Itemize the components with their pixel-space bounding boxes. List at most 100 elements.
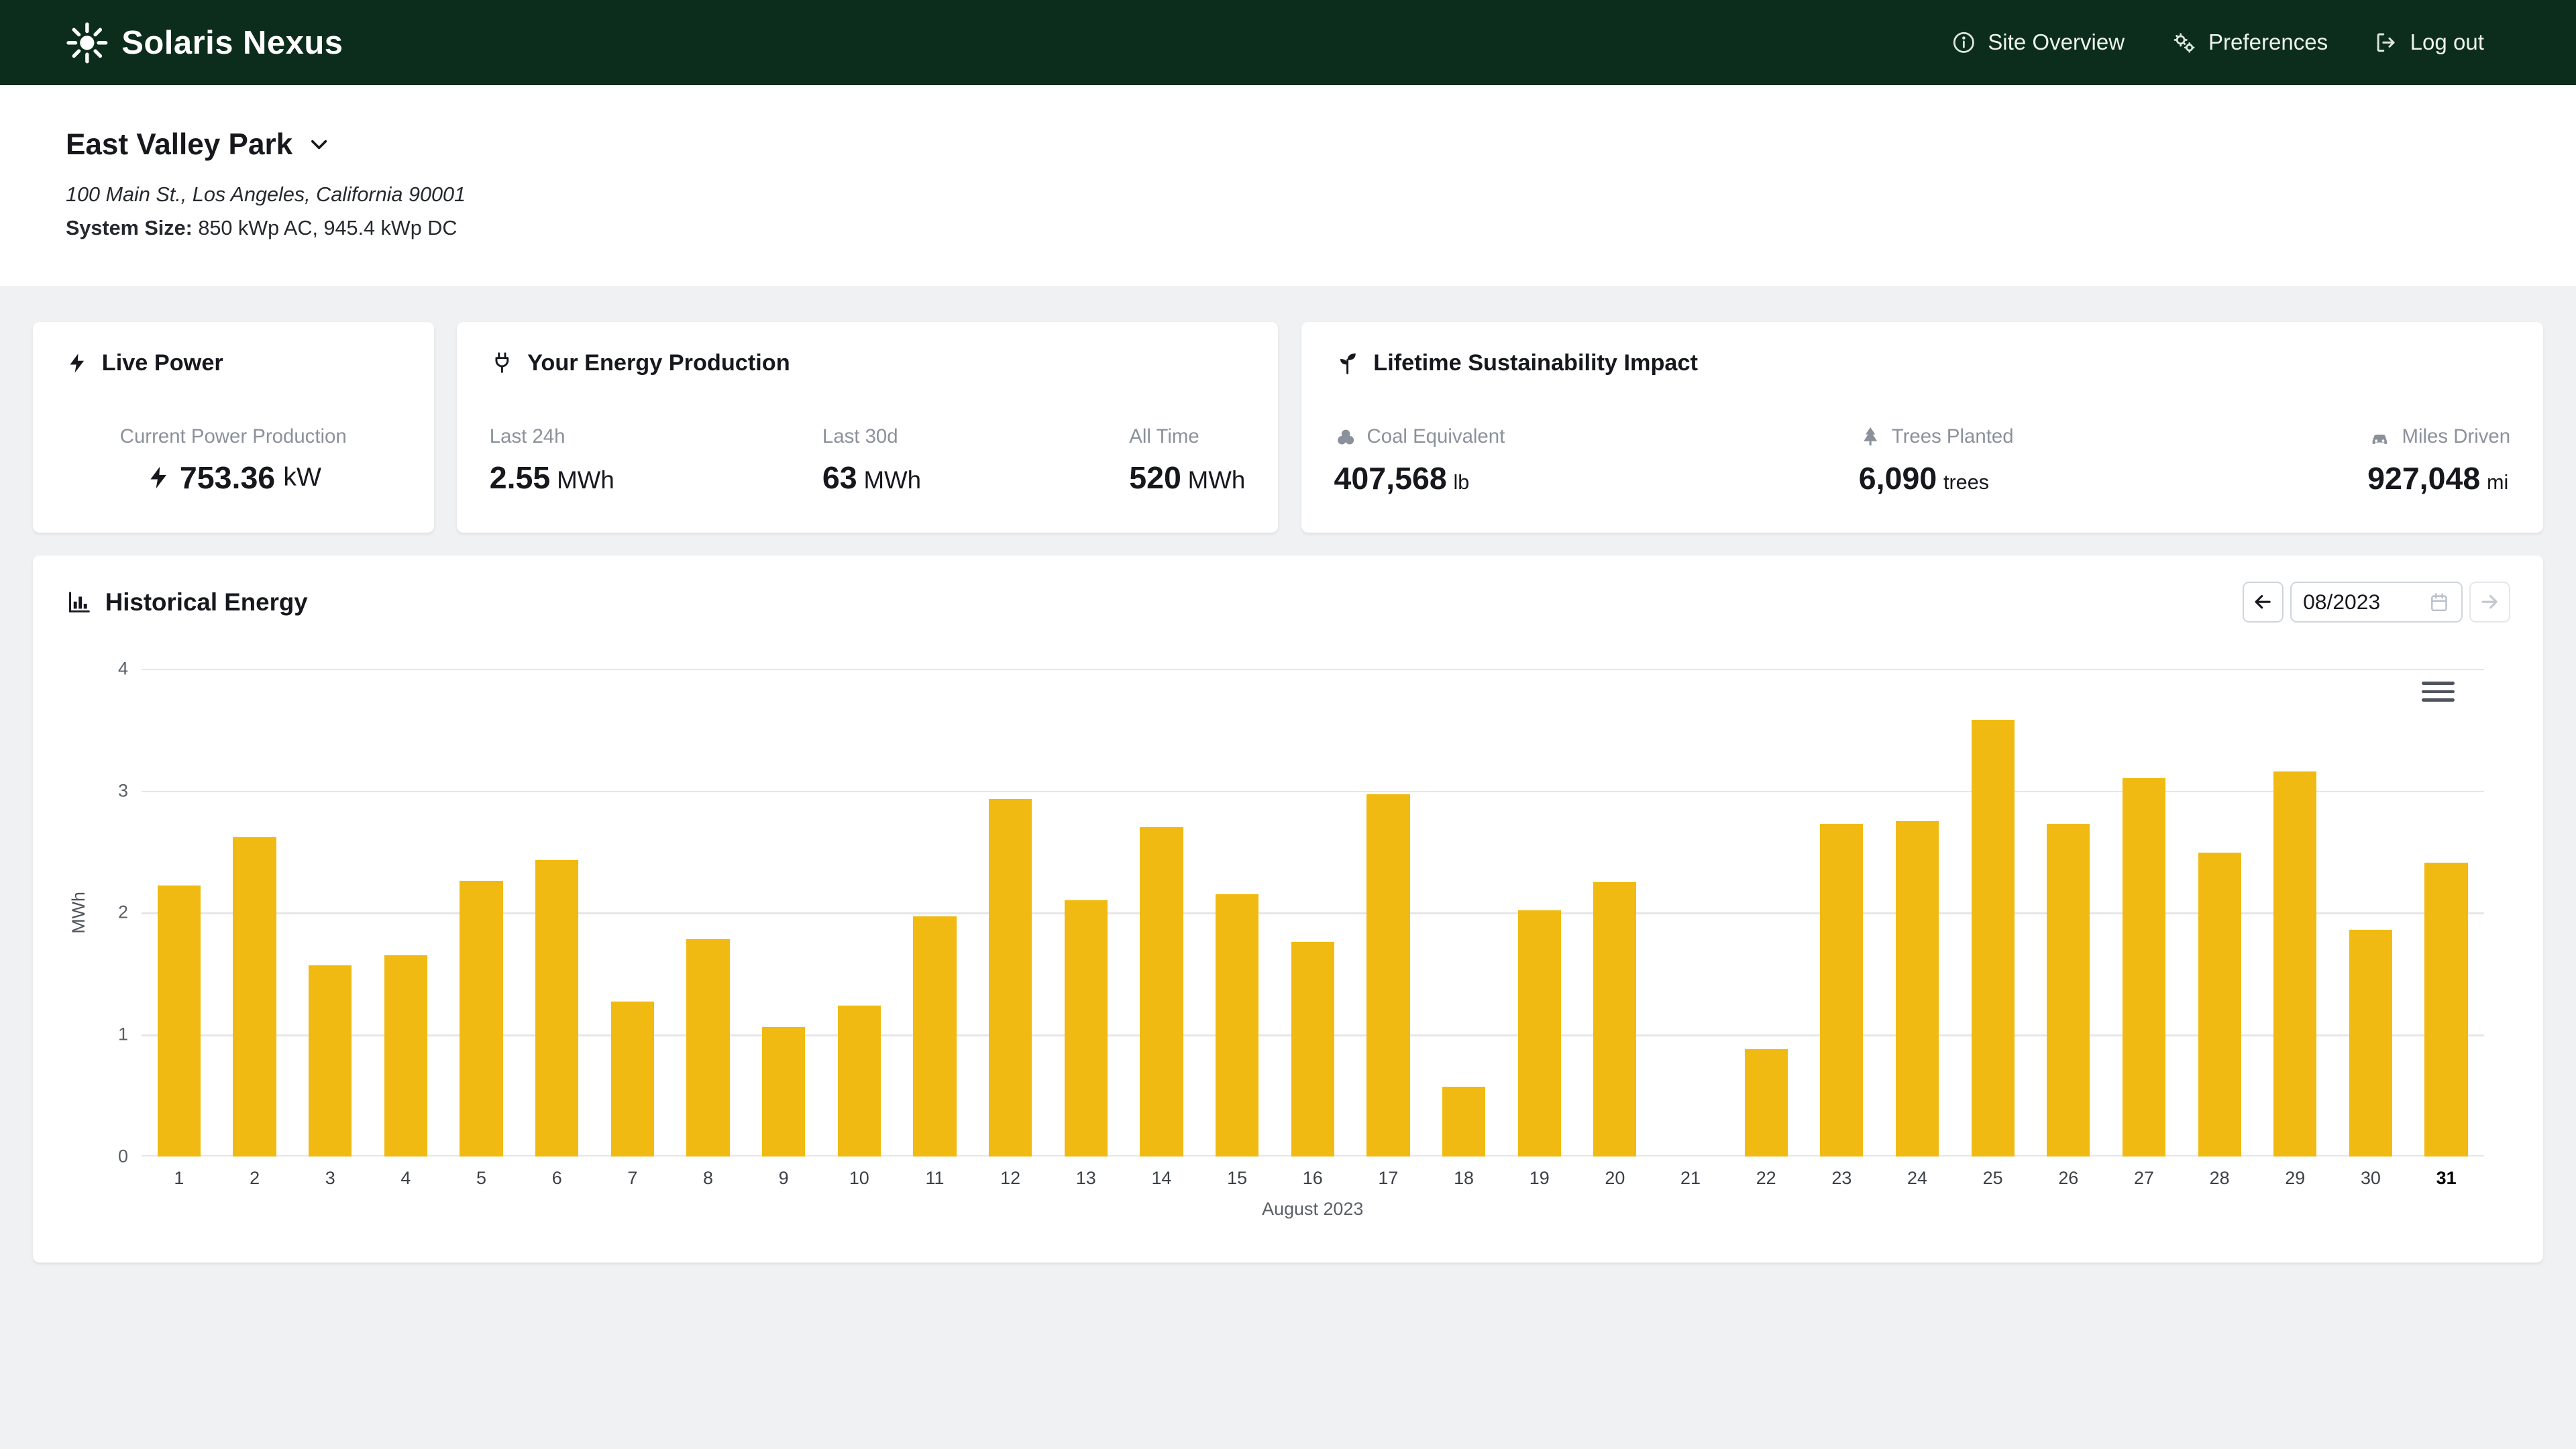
bar-day-23[interactable] [1820, 824, 1863, 1157]
x-tick-label: 10 [821, 1168, 897, 1189]
stat-coal-equivalent: Coal Equivalent 407,568 lb [1334, 425, 1505, 496]
bar-day-6[interactable] [535, 860, 578, 1157]
bar-day-29[interactable] [2273, 771, 2316, 1157]
bar-day-17[interactable] [1366, 794, 1409, 1157]
hamburger-icon [2422, 682, 2455, 685]
nav-link-label: Log out [2410, 30, 2484, 56]
nav-link-logout[interactable]: Log out [2374, 30, 2484, 56]
bar-day-1[interactable] [158, 885, 201, 1157]
x-tick-label: 26 [2031, 1168, 2106, 1189]
bar-day-13[interactable] [1065, 900, 1108, 1157]
brand-logo[interactable]: Solaris Nexus [66, 21, 343, 64]
stat-miles-driven: Miles Driven 927,048 mi [2367, 425, 2510, 496]
date-prev-button[interactable] [2243, 582, 2284, 623]
bar-day-20[interactable] [1593, 882, 1636, 1157]
bar-day-24[interactable] [1896, 821, 1939, 1157]
bar-day-31[interactable] [2424, 863, 2467, 1157]
seedling-icon [1334, 350, 1360, 376]
system-size: System Size: 850 kWp AC, 945.4 kWp DC [66, 217, 2510, 240]
bar-day-16[interactable] [1291, 942, 1334, 1157]
plot-area [142, 669, 2484, 1157]
y-tick-label: 0 [118, 1146, 128, 1167]
bar-day-28[interactable] [2198, 853, 2241, 1157]
x-axis: 1234567891011121314151617181920212223242… [66, 1168, 2510, 1189]
x-tick-label: 6 [519, 1168, 595, 1189]
bar-day-7[interactable] [611, 1002, 654, 1157]
site-header: East Valley Park 100 Main St., Los Angel… [0, 85, 2576, 286]
bar-day-19[interactable] [1518, 910, 1561, 1157]
logout-icon [2374, 30, 2399, 55]
bar-day-12[interactable] [989, 799, 1032, 1157]
nav-link-label: Site Overview [1988, 30, 2125, 56]
stat-value: 753.36 kW [146, 460, 321, 496]
y-tick-label: 1 [118, 1024, 128, 1045]
bar-day-8[interactable] [686, 939, 729, 1157]
x-labels: 1234567891011121314151617181920212223242… [142, 1168, 2484, 1189]
x-tick-label: 15 [1199, 1168, 1275, 1189]
bar-day-9[interactable] [762, 1027, 805, 1157]
bar-day-30[interactable] [2349, 930, 2392, 1157]
x-tick-label: 13 [1048, 1168, 1124, 1189]
bar-day-27[interactable] [2123, 778, 2165, 1157]
x-tick-label: 17 [1350, 1168, 1426, 1189]
bar-chart-icon [66, 589, 92, 615]
bar-day-14[interactable] [1140, 827, 1183, 1157]
date-next-button[interactable] [2469, 582, 2510, 623]
bar-day-2[interactable] [233, 837, 276, 1157]
x-tick-label: 9 [746, 1168, 822, 1189]
x-tick-label: 3 [292, 1168, 368, 1189]
stat-last-30d: Last 30d 63 MWh [822, 425, 921, 496]
x-tick-label: 27 [2106, 1168, 2182, 1189]
live-power-stat: Current Power Production 753.36 kW [66, 425, 401, 496]
live-power-card: Live Power Current Power Production 753.… [33, 322, 434, 533]
plug-icon [490, 351, 515, 376]
system-size-value: 850 kWp AC, 945.4 kWp DC [198, 217, 457, 239]
x-tick-label: 7 [595, 1168, 671, 1189]
sustainability-title: Lifetime Sustainability Impact [1334, 350, 2511, 376]
x-tick-label: 18 [1426, 1168, 1502, 1189]
y-tick-label: 3 [118, 780, 128, 801]
bar-day-10[interactable] [838, 1006, 881, 1157]
y-tick-label: 2 [118, 902, 128, 923]
x-tick-label: 4 [368, 1168, 444, 1189]
nav-link-site-overview[interactable]: Site Overview [1951, 30, 2125, 56]
energy-production-card: Your Energy Production Last 24h 2.55 MWh… [457, 322, 1279, 533]
bar-day-15[interactable] [1216, 894, 1258, 1157]
bar-day-18[interactable] [1442, 1087, 1485, 1157]
x-tick-label: 21 [1653, 1168, 1729, 1189]
bar-day-25[interactable] [1972, 720, 2015, 1157]
bar-day-4[interactable] [384, 955, 427, 1157]
x-tick-label: 11 [897, 1168, 973, 1189]
x-tick-label: 14 [1124, 1168, 1199, 1189]
site-selector[interactable]: East Valley Park [66, 128, 332, 162]
live-power-title: Live Power [66, 350, 401, 376]
x-tick-label: 2 [217, 1168, 292, 1189]
historical-header: Historical Energy [66, 582, 2510, 623]
bar-day-22[interactable] [1745, 1049, 1788, 1157]
bar-day-11[interactable] [913, 916, 956, 1157]
x-tick-label: 30 [2333, 1168, 2409, 1189]
stat-label: Current Power Production [120, 425, 347, 448]
date-input-wrap [2290, 582, 2463, 623]
arrow-right-icon [2478, 590, 2501, 613]
chart-menu-button[interactable] [2422, 677, 2455, 706]
y-axis-title: MWh [66, 669, 92, 1157]
bar-day-3[interactable] [309, 965, 352, 1157]
nav-link-preferences[interactable]: Preferences [2171, 30, 2328, 56]
sustainability-card: Lifetime Sustainability Impact Coal Equi… [1301, 322, 2543, 533]
x-tick-label: 22 [1728, 1168, 1804, 1189]
main-content: Live Power Current Power Production 753.… [0, 286, 2576, 1360]
sustainability-stats: Coal Equivalent 407,568 lb [1334, 425, 2511, 496]
system-size-label: System Size: [66, 217, 193, 239]
x-tick-label: 19 [1501, 1168, 1577, 1189]
date-input[interactable] [2303, 590, 2422, 614]
x-tick-label: 16 [1275, 1168, 1350, 1189]
calendar-icon[interactable] [2428, 592, 2450, 613]
bar-day-5[interactable] [460, 881, 502, 1157]
y-axis-labels: 01234 [92, 669, 141, 1157]
nav-links: Site Overview Preferences [1951, 30, 2484, 56]
summary-cards: Live Power Current Power Production 753.… [33, 322, 2543, 533]
coal-icon [1334, 425, 1357, 448]
energy-production-title: Your Energy Production [490, 350, 1246, 376]
bar-day-26[interactable] [2047, 824, 2090, 1157]
